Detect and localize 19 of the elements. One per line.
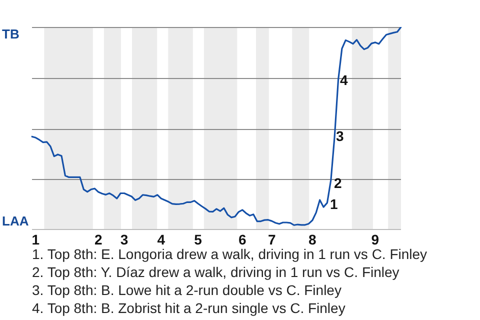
annotation: 4 bbox=[340, 72, 348, 88]
x-tick-label: 5 bbox=[194, 231, 202, 248]
x-tick-label: 2 bbox=[94, 231, 103, 248]
annotation: 2 bbox=[334, 174, 342, 191]
x-tick-label: 3 bbox=[120, 231, 128, 248]
annotation: 3 bbox=[336, 128, 344, 144]
text: LAA bbox=[2, 214, 30, 229]
text: 1. Top 8th: E. Longoria drew a walk, driving in 1 run vs C. Finley bbox=[32, 245, 428, 263]
text: 3. Top 8th: B. Lowe hit a 2-run double vs C. Finley bbox=[32, 281, 342, 299]
annotation: 1 bbox=[330, 196, 338, 212]
x-tick-label: 4 bbox=[157, 231, 166, 248]
x-tick-label: 1 bbox=[32, 231, 40, 248]
text: TB bbox=[2, 26, 20, 42]
x-tick-label: 9 bbox=[371, 231, 380, 248]
x-tick-label: 7 bbox=[268, 231, 276, 248]
text: 2. Top 8th: Y. Díaz drew a walk, driving in 1 run vs C. Finley bbox=[32, 263, 400, 281]
x-tick-label: 8 bbox=[308, 231, 317, 248]
x-tick-label: 6 bbox=[238, 231, 246, 248]
text: 4. Top 8th: B. Zobrist hit a 2-run single vs C. Finley bbox=[32, 299, 346, 317]
